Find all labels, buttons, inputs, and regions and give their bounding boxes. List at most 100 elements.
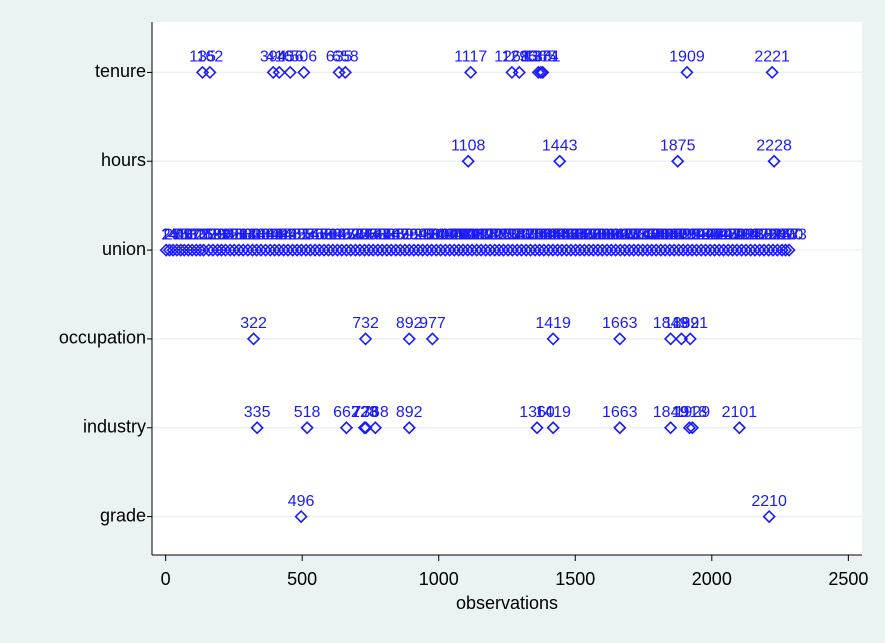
diamond-marker xyxy=(464,65,478,80)
data-label: 2142 xyxy=(733,226,769,243)
diamond-marker xyxy=(434,243,448,257)
data-label: 1419 xyxy=(535,404,571,421)
data-label: 695 xyxy=(342,226,369,243)
data-label: 2257 xyxy=(764,226,800,243)
diamond-marker xyxy=(266,65,280,80)
diamond-marker xyxy=(461,154,475,168)
diamond-marker xyxy=(716,243,731,257)
diamond-marker xyxy=(496,243,511,257)
x-tick-label: 500 xyxy=(287,569,317,589)
diamond-marker xyxy=(618,243,632,257)
diamond-marker xyxy=(384,243,398,257)
data-label: 481 xyxy=(284,226,311,243)
data-label: 941 xyxy=(409,226,436,243)
diamond-marker xyxy=(196,243,211,257)
diamond-marker xyxy=(748,243,762,257)
data-label: 190 xyxy=(204,226,231,243)
data-label: 2240 xyxy=(760,226,796,243)
diamond-marker xyxy=(465,243,479,257)
data-label: 728 xyxy=(351,226,378,243)
data-label: 1205 xyxy=(477,226,513,243)
data-label: 1468 xyxy=(549,226,585,243)
diamond-marker xyxy=(246,332,261,346)
data-label: 1106 xyxy=(450,226,485,243)
data-label: 2208 xyxy=(751,226,787,243)
diamond-marker xyxy=(483,243,497,257)
diamond-marker xyxy=(739,243,753,257)
data-label: 1796 xyxy=(638,226,674,243)
diamond-marker xyxy=(447,243,461,257)
diamond-marker xyxy=(330,243,345,257)
diamond-marker xyxy=(308,243,322,257)
data-label: 909 xyxy=(401,226,428,243)
diamond-marker xyxy=(622,243,636,257)
diamond-marker xyxy=(636,243,650,257)
data-label: 1374 xyxy=(523,49,559,66)
diamond-marker xyxy=(689,243,704,257)
x-axis-title: observations xyxy=(456,593,558,613)
diamond-marker xyxy=(402,421,416,435)
diamond-marker xyxy=(553,154,567,168)
diamond-marker xyxy=(407,243,421,257)
diamond-marker xyxy=(530,421,544,435)
diamond-marker xyxy=(600,243,614,257)
data-label: 1353 xyxy=(517,226,553,243)
data-label: 1928 xyxy=(674,226,710,243)
data-label: 1616 xyxy=(589,226,625,243)
data-label: 41 xyxy=(168,226,186,243)
diamond-marker xyxy=(232,243,246,257)
data-label: 448 xyxy=(275,226,302,243)
diamond-marker xyxy=(512,65,526,80)
diamond-marker xyxy=(249,243,264,257)
data-label: 1829 xyxy=(647,226,683,243)
diamond-marker xyxy=(762,509,776,524)
data-label: 1583 xyxy=(580,226,616,243)
data-label: 2043 xyxy=(706,226,742,243)
data-label: 1484 xyxy=(553,226,589,243)
diamond-marker xyxy=(532,243,547,257)
data-label: 1303 xyxy=(504,226,540,243)
data-label: 1108 xyxy=(451,137,486,154)
data-label: 432 xyxy=(270,226,297,243)
diamond-marker xyxy=(227,243,241,257)
data-label: 1632 xyxy=(594,226,630,243)
data-label: 1007 xyxy=(423,226,459,243)
data-label: 826 xyxy=(378,226,405,243)
diamond-marker xyxy=(312,243,327,257)
data-label: 1994 xyxy=(692,226,728,243)
y-tick-label: hours xyxy=(101,150,146,170)
data-label: 251 xyxy=(221,226,248,243)
data-label: 1875 xyxy=(660,137,696,154)
diamond-marker xyxy=(263,243,277,257)
data-label: 744 xyxy=(355,226,382,243)
data-label: 2010 xyxy=(697,226,733,243)
data-label: 892 xyxy=(396,315,423,332)
diamond-marker xyxy=(627,243,641,257)
diamond-marker xyxy=(568,243,583,257)
diamond-marker xyxy=(591,243,605,257)
data-label: 1040 xyxy=(432,226,468,243)
diamond-marker xyxy=(663,421,678,435)
data-label: 1665 xyxy=(603,226,639,243)
diamond-marker xyxy=(707,243,722,257)
data-label: 2101 xyxy=(722,404,758,421)
diamond-marker xyxy=(358,332,373,346)
diamond-marker xyxy=(272,65,286,80)
diamond-marker xyxy=(335,243,349,257)
data-label: 2027 xyxy=(701,226,737,243)
diamond-marker xyxy=(523,243,538,257)
diamond-marker xyxy=(586,243,600,257)
data-label: 580 xyxy=(311,226,338,243)
data-label: 1747 xyxy=(625,226,661,243)
data-label: 1089 xyxy=(445,226,481,243)
data-label: 1435 xyxy=(540,226,576,243)
data-label: 1663 xyxy=(602,404,638,421)
data-label: 2076 xyxy=(715,226,751,243)
data-label: 1698 xyxy=(612,226,648,243)
data-label: 925 xyxy=(405,226,432,243)
diamond-marker xyxy=(682,421,697,435)
data-label: 958 xyxy=(414,226,441,243)
diamond-marker xyxy=(672,243,686,257)
data-label: 629 xyxy=(324,226,351,243)
diamond-marker xyxy=(531,65,546,80)
